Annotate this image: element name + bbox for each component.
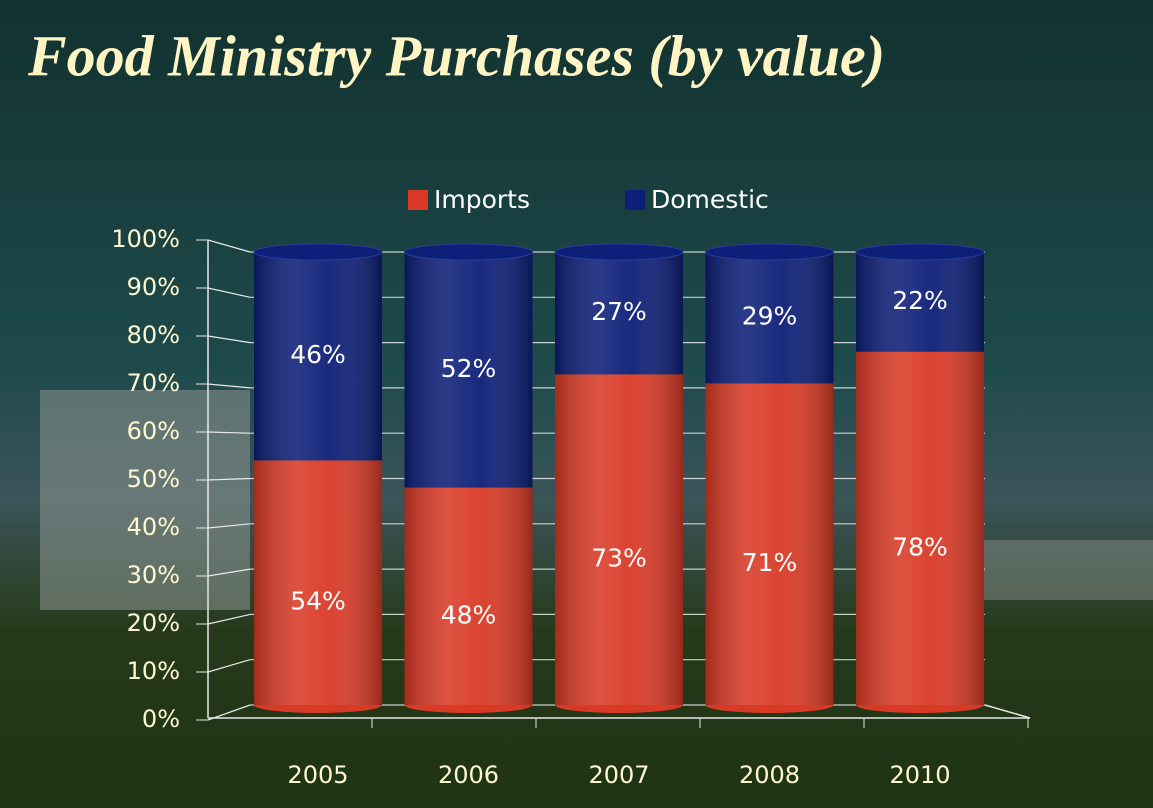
plot: 0% 10% 20% 30% 40% 50% 60% 70% 80% 90% 100% Imports… bbox=[111, 185, 1031, 789]
grid-line bbox=[207, 659, 251, 673]
data-label: 54% bbox=[290, 587, 346, 616]
grid-line bbox=[207, 287, 251, 298]
legend-swatch bbox=[408, 190, 428, 210]
grid-line bbox=[207, 477, 251, 481]
grid-line bbox=[207, 704, 251, 721]
data-label: 29% bbox=[742, 302, 798, 331]
data-label: 78% bbox=[892, 532, 948, 561]
bar-shading bbox=[254, 252, 382, 461]
x-tick-label: 2007 bbox=[588, 761, 649, 789]
chart-title: Food Ministry Purchases (by value) bbox=[27, 23, 885, 88]
bar-top bbox=[554, 243, 684, 261]
x-tick-label: 2010 bbox=[889, 761, 950, 789]
x-tick-label: 2008 bbox=[739, 761, 800, 789]
bar-shading bbox=[856, 351, 984, 705]
legend-label: Imports bbox=[434, 185, 530, 214]
bar-top bbox=[855, 243, 985, 261]
y-tick-label: 100% bbox=[111, 225, 180, 253]
data-label: 73% bbox=[591, 544, 647, 573]
grid-line bbox=[207, 568, 251, 577]
data-label: 71% bbox=[742, 548, 798, 577]
floor-edge bbox=[984, 704, 1031, 719]
y-tick-label: 20% bbox=[127, 609, 180, 637]
y-tick-label: 60% bbox=[127, 417, 180, 445]
grid-line bbox=[207, 239, 251, 253]
y-tick-label: 10% bbox=[127, 657, 180, 685]
grid-line bbox=[207, 431, 251, 434]
data-label: 22% bbox=[892, 286, 948, 315]
data-label: 52% bbox=[441, 354, 497, 383]
bar-shading bbox=[404, 252, 533, 488]
bar-shading bbox=[404, 487, 533, 705]
data-label: 48% bbox=[441, 600, 497, 629]
legend-label: Domestic bbox=[651, 185, 769, 214]
building-background bbox=[980, 540, 1153, 600]
bar-shading bbox=[254, 460, 382, 705]
y-tick-label: 50% bbox=[127, 465, 180, 493]
grid-line bbox=[207, 335, 251, 344]
y-tick-label: 80% bbox=[127, 321, 180, 349]
y-tick-label: 40% bbox=[127, 513, 180, 541]
y-tick-label: 90% bbox=[127, 273, 180, 301]
bar-top bbox=[253, 243, 383, 261]
silo-background bbox=[40, 390, 250, 610]
x-tick-label: 2006 bbox=[438, 761, 499, 789]
bar-top bbox=[404, 243, 533, 261]
legend-swatch bbox=[625, 190, 645, 210]
bar-top bbox=[705, 243, 834, 261]
bar-shading bbox=[555, 374, 683, 705]
grid-line bbox=[207, 523, 251, 529]
y-tick-label: 70% bbox=[127, 369, 180, 397]
y-tick-label: 0% bbox=[142, 705, 180, 733]
data-label: 46% bbox=[290, 340, 346, 369]
x-tick-label: 2005 bbox=[287, 761, 348, 789]
grid-line bbox=[207, 613, 251, 625]
y-tick-label: 30% bbox=[127, 561, 180, 589]
grid-line bbox=[207, 383, 251, 389]
bar-shading bbox=[705, 383, 834, 705]
bar-shading bbox=[856, 252, 984, 352]
bar-shading bbox=[555, 252, 683, 375]
data-label: 27% bbox=[591, 297, 647, 326]
bar-shading bbox=[705, 252, 834, 384]
